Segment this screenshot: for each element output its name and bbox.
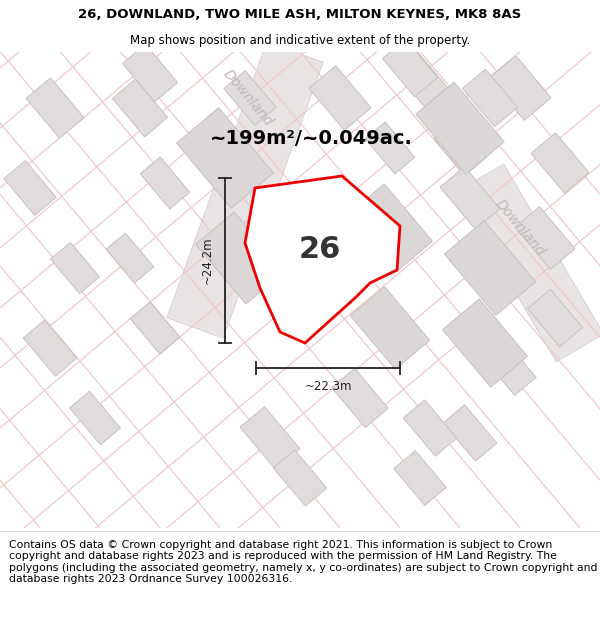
- Polygon shape: [240, 407, 300, 469]
- Polygon shape: [112, 79, 167, 137]
- Polygon shape: [416, 82, 504, 174]
- Polygon shape: [365, 122, 415, 174]
- Text: ~22.3m: ~22.3m: [304, 379, 352, 392]
- Text: ~199m²/~0.049ac.: ~199m²/~0.049ac.: [210, 129, 413, 148]
- Polygon shape: [456, 164, 600, 362]
- Polygon shape: [394, 451, 446, 506]
- Polygon shape: [26, 78, 84, 138]
- Polygon shape: [434, 121, 486, 176]
- Polygon shape: [140, 157, 190, 209]
- Text: Contains OS data © Crown copyright and database right 2021. This information is : Contains OS data © Crown copyright and d…: [9, 539, 598, 584]
- Polygon shape: [309, 66, 371, 131]
- Polygon shape: [167, 42, 323, 338]
- Polygon shape: [440, 167, 500, 229]
- Text: Downland: Downland: [493, 197, 548, 259]
- Text: ~24.2m: ~24.2m: [200, 237, 214, 284]
- Polygon shape: [382, 39, 437, 97]
- Text: 26: 26: [299, 236, 341, 264]
- Polygon shape: [196, 212, 284, 304]
- Polygon shape: [106, 233, 154, 283]
- Polygon shape: [130, 302, 180, 354]
- Polygon shape: [392, 49, 448, 107]
- Polygon shape: [531, 132, 589, 193]
- Polygon shape: [489, 56, 551, 121]
- Polygon shape: [273, 450, 327, 506]
- Polygon shape: [515, 207, 575, 269]
- Polygon shape: [4, 161, 56, 216]
- Polygon shape: [122, 44, 178, 102]
- Polygon shape: [350, 287, 430, 369]
- Text: Map shows position and indicative extent of the property.: Map shows position and indicative extent…: [130, 34, 470, 47]
- Polygon shape: [347, 184, 433, 272]
- Polygon shape: [332, 369, 388, 428]
- Polygon shape: [403, 400, 457, 456]
- Text: 26, DOWNLAND, TWO MILE ASH, MILTON KEYNES, MK8 8AS: 26, DOWNLAND, TWO MILE ASH, MILTON KEYNE…: [79, 8, 521, 21]
- Polygon shape: [224, 71, 276, 126]
- Polygon shape: [23, 320, 77, 376]
- Polygon shape: [70, 391, 121, 445]
- Polygon shape: [484, 341, 536, 396]
- Polygon shape: [245, 176, 400, 343]
- Polygon shape: [463, 69, 518, 127]
- Polygon shape: [443, 405, 497, 461]
- Polygon shape: [443, 299, 527, 387]
- Polygon shape: [445, 221, 536, 316]
- Polygon shape: [176, 107, 274, 208]
- Text: Downland: Downland: [220, 67, 275, 129]
- Polygon shape: [527, 289, 583, 347]
- Polygon shape: [50, 242, 100, 294]
